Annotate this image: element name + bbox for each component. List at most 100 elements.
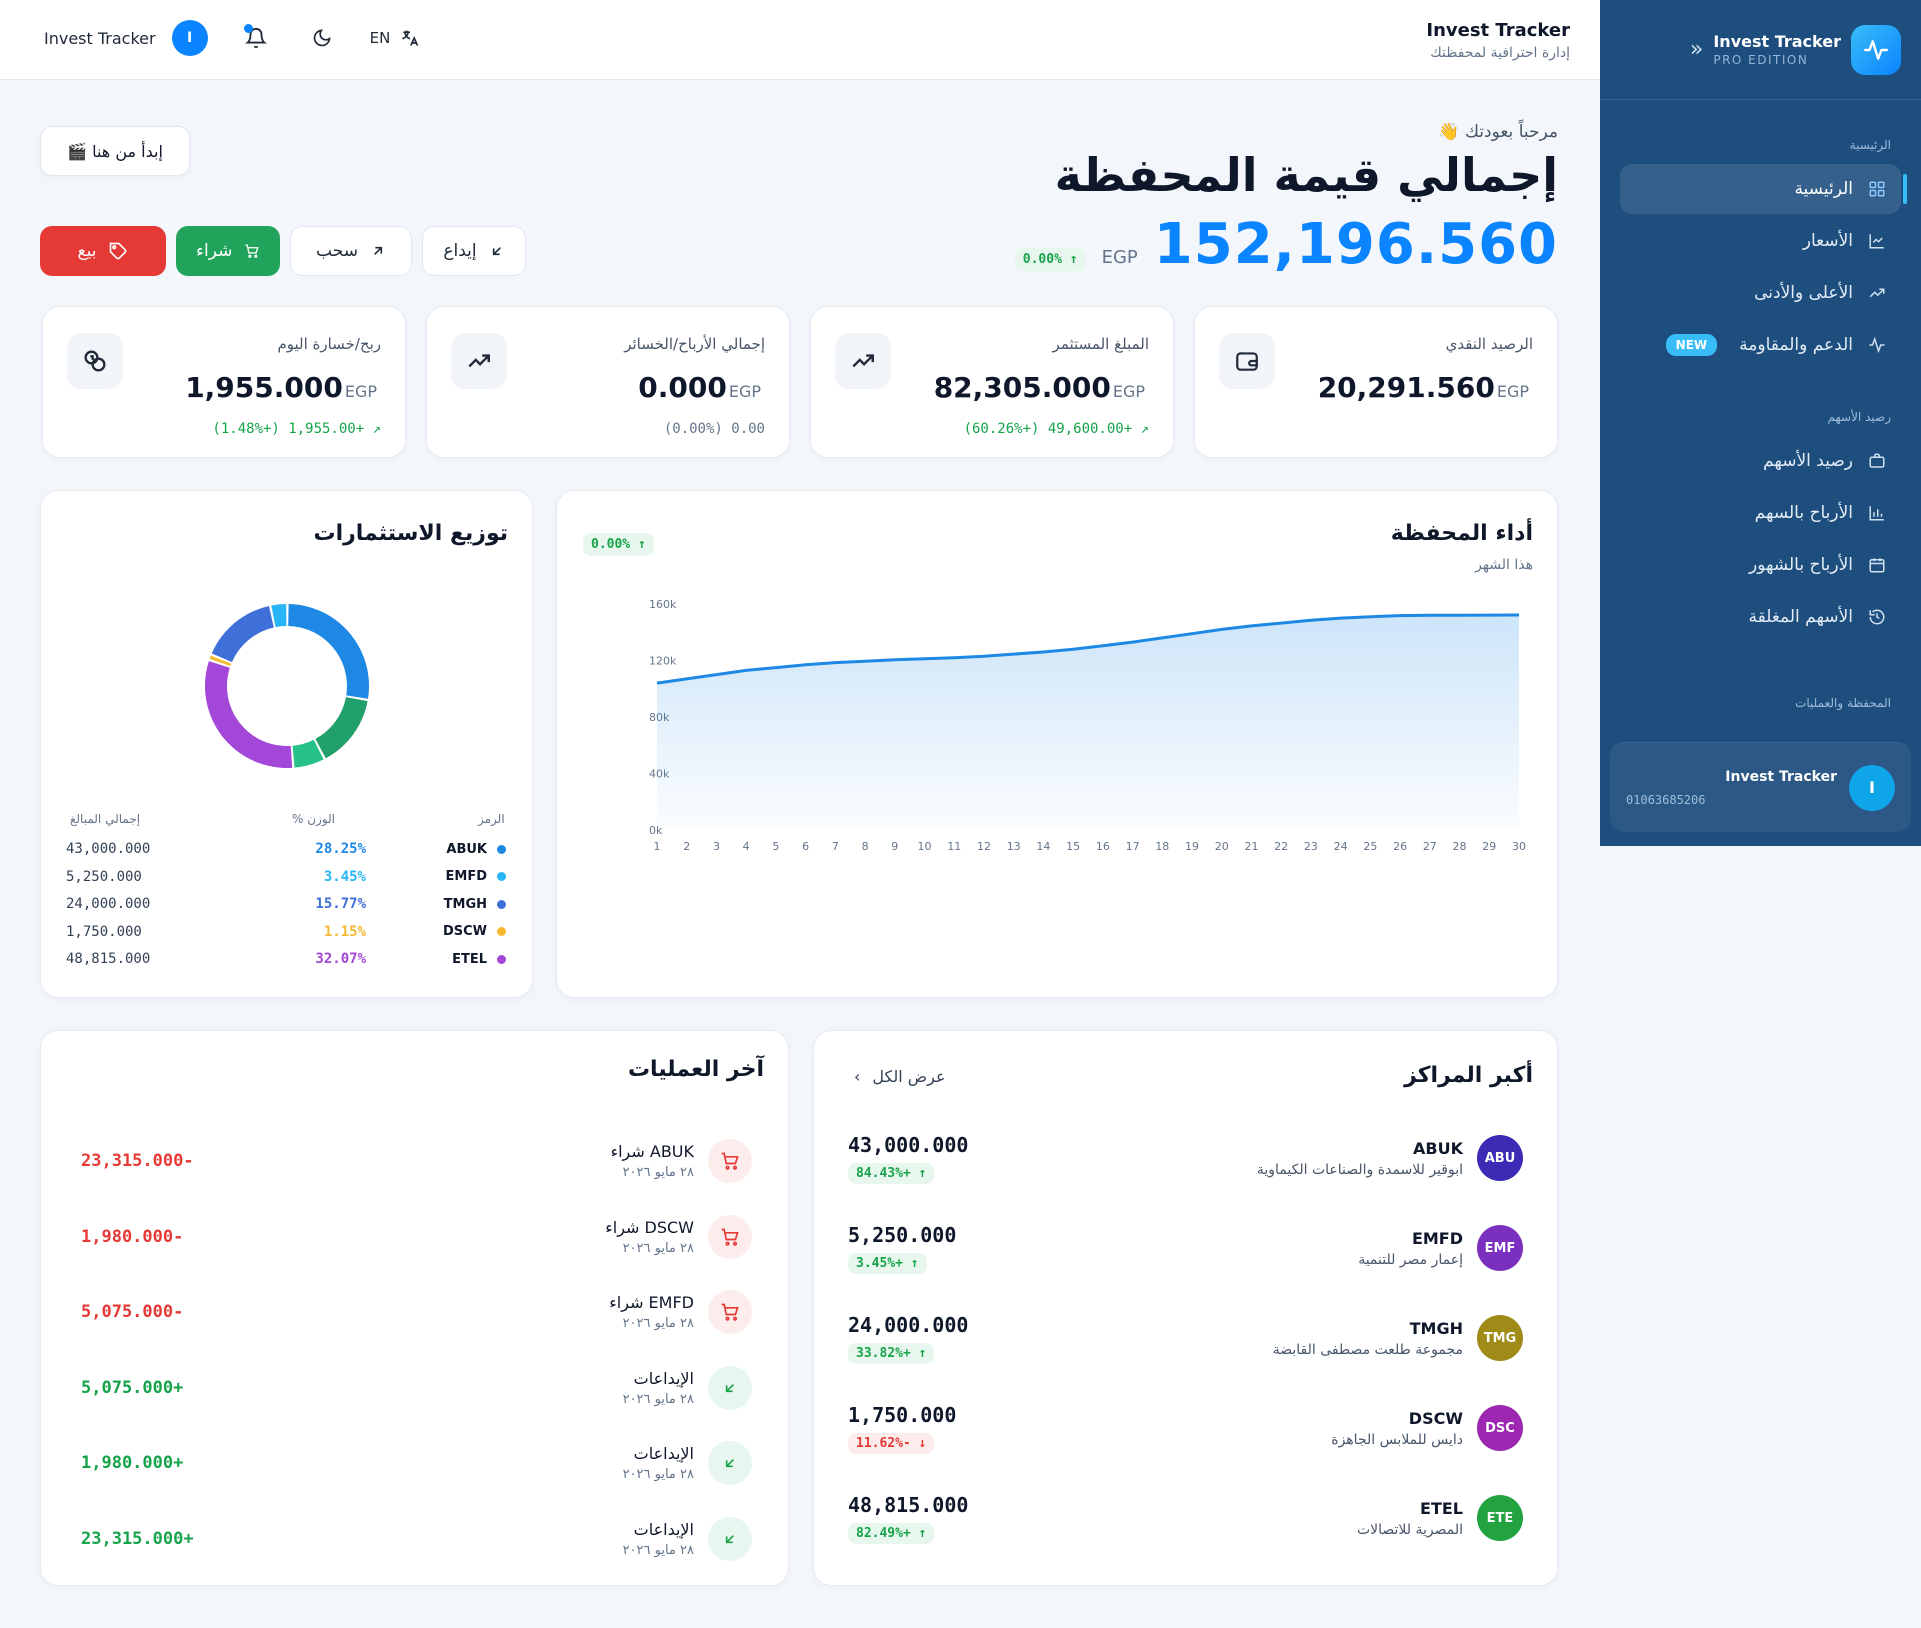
- stat-currency: EGP: [1112, 382, 1145, 401]
- notifications-button[interactable]: [238, 20, 274, 56]
- x-tick-label: 1: [654, 840, 661, 853]
- sidebar-item-closed-stocks[interactable]: الأسهم المغلقة: [1620, 592, 1901, 642]
- position-value: 48,815.000: [848, 1492, 969, 1517]
- x-tick-label: 5: [772, 840, 779, 853]
- allocation-symbol: ABUK: [446, 841, 487, 857]
- sell-button[interactable]: بيع: [40, 226, 166, 276]
- position-row[interactable]: 43,000.000 84.43%+ ↑ ABUK ابوقير للاسمدة وا…: [848, 1123, 1523, 1193]
- table-row[interactable]: 1,750.000 1.15% DSCW: [66, 919, 506, 945]
- x-tick-label: 15: [1066, 840, 1080, 853]
- x-tick-label: 19: [1185, 840, 1199, 853]
- buy-button[interactable]: شراء: [176, 226, 280, 276]
- table-row[interactable]: 48,815.000 32.07% ETEL: [66, 946, 506, 972]
- arrow-down-left-icon: [708, 1365, 752, 1410]
- arrow-down-left-icon: [708, 1516, 752, 1561]
- deposit-button[interactable]: إيداع: [422, 226, 526, 276]
- collapse-sidebar-icon[interactable]: «: [1689, 37, 1704, 62]
- transaction-row[interactable]: 23,315.000- شراء ABUK ٢٨ مايو ٢٠٢٦: [81, 1131, 752, 1191]
- position-symbol: ABUK: [1413, 1138, 1463, 1158]
- stat-number: 82,305.000: [933, 371, 1111, 404]
- position-avatar: ETE: [1477, 1495, 1523, 1541]
- stat-change: (1.48%+) 1,955.00+ ↗: [212, 421, 381, 437]
- language-switch[interactable]: EN: [370, 28, 421, 48]
- arrow-up-right-icon: [374, 246, 383, 255]
- buy-label: شراء: [196, 241, 233, 261]
- sidebar-section-stocks: رصيد الأسهم: [1827, 410, 1891, 424]
- sidebar-item-support-resistance[interactable]: الدعم والمقاومة NEW: [1620, 320, 1901, 370]
- transaction-row[interactable]: 5,075.000- شراء EMFD ٢٨ مايو ٢٠٢٦: [81, 1282, 752, 1342]
- page-title: إجمالي قيمة المحفظة: [1054, 148, 1558, 202]
- sidebar: Invest Tracker PRO EDITION « الرئيسية ال…: [1600, 0, 1921, 846]
- stat-label: إجمالي الأرباح/الخسائر: [624, 335, 765, 353]
- allocation-symbol: DSCW: [442, 924, 487, 939]
- sidebar-item-stock-balance[interactable]: رصيد الأسهم: [1620, 436, 1901, 486]
- table-row[interactable]: 5,250.000 3.45% EMFD: [66, 864, 506, 890]
- sidebar-item-high-low[interactable]: الأعلى والأدنى: [1620, 268, 1901, 318]
- transaction-row[interactable]: 1,980.000+ الإيداعات ٢٨ مايو ٢٠٢٦: [81, 1433, 752, 1493]
- donut-slice-dscw[interactable]: [209, 655, 232, 667]
- x-tick-label: 13: [1007, 840, 1021, 853]
- sidebar-item-profit-by-stock[interactable]: الأرباح بالسهم: [1620, 488, 1901, 538]
- position-row[interactable]: 1,750.000 11.62%- ↓ DSCW دايس للملابس الجاه…: [848, 1393, 1523, 1463]
- donut-slice-abuk[interactable]: [288, 604, 369, 699]
- stat-currency: EGP: [728, 382, 761, 401]
- sidebar-item-prices[interactable]: الأسعار: [1620, 216, 1901, 266]
- transaction-row[interactable]: 1,980.000- شراء DSCW ٢٨ مايو ٢٠٢٦: [81, 1207, 752, 1267]
- allocation-amount: 24,000.000: [66, 896, 151, 912]
- theme-toggle-button[interactable]: [304, 20, 340, 56]
- x-tick-label: 22: [1274, 840, 1288, 853]
- position-row[interactable]: 24,000.000 33.82%+ ↑ TMGH مجموعة طلعت مصطفى…: [848, 1303, 1523, 1373]
- sidebar-item-label: رصيد الأسهم: [1763, 451, 1853, 471]
- donut-slice-emfd[interactable]: [271, 604, 287, 628]
- stat-value: 0.000 EGP: [638, 371, 761, 404]
- transaction-date: ٢٨ مايو ٢٠٢٦: [622, 1165, 694, 1180]
- position-change: 84.43%+ ↑: [848, 1162, 935, 1184]
- x-tick-label: 30: [1512, 840, 1526, 853]
- table-row[interactable]: 43,000.000 28.25% ABUK: [66, 836, 506, 862]
- donut-slice-teal[interactable]: [292, 739, 324, 768]
- position-row[interactable]: 48,815.000 82.49%+ ↑ ETEL المصرية للاتصالات…: [848, 1483, 1523, 1553]
- transaction-row[interactable]: 23,315.000+ الإيداعات ٢٨ مايو ٢٠٢٦: [81, 1509, 752, 1569]
- x-tick-label: 3: [713, 840, 720, 853]
- position-change: 11.62%- ↓: [848, 1432, 935, 1454]
- briefcase-icon: [1867, 451, 1887, 471]
- donut-slice-green[interactable]: [315, 697, 368, 759]
- legend-dot: [497, 954, 506, 964]
- position-avatar: ABU: [1477, 1135, 1523, 1181]
- user-menu[interactable]: Invest Tracker I: [44, 20, 208, 56]
- position-values: 1,750.000 11.62%- ↓: [848, 1403, 1331, 1454]
- x-tick-label: 27: [1423, 840, 1437, 853]
- position-row[interactable]: 5,250.000 3.45%+ ↑ EMFD إعمار مصر للتنمية EM…: [848, 1213, 1523, 1283]
- performance-card: أداء المحفظة هذا الشهر 0.00% ↑ 160k 120k 8…: [556, 490, 1558, 998]
- x-tick-label: 21: [1244, 840, 1258, 853]
- y-tick-label: 120k: [649, 655, 677, 668]
- transaction-info: الإيداعات ٢٨ مايو ٢٠٢٦: [623, 1369, 694, 1407]
- position-company: دايس للملابس الجاهزة: [1331, 1431, 1463, 1448]
- table-row[interactable]: 24,000.000 15.77% TMGH: [66, 891, 506, 917]
- donut-slice-etel[interactable]: [204, 661, 293, 768]
- sidebar-item-profit-by-month[interactable]: الأرباح بالشهور: [1620, 540, 1901, 590]
- stat-number: 0.000: [638, 371, 727, 404]
- allocation-title: توزيع الاستثمارات: [313, 521, 508, 546]
- allocation-amount: 48,815.000: [66, 951, 151, 967]
- brand-block[interactable]: Invest Tracker PRO EDITION: [1703, 24, 1901, 75]
- stat-label: ربح/خسارة اليوم: [277, 335, 381, 353]
- sidebar-user-card[interactable]: I Invest Tracker 01063685206: [1610, 742, 1911, 832]
- start-here-button[interactable]: إبدأ من هنا 🎬: [40, 126, 190, 176]
- transaction-date: ٢٨ مايو ٢٠٢٦: [622, 1240, 694, 1256]
- view-all-link[interactable]: ‹ عرض الكل: [854, 1067, 945, 1086]
- avatar: I: [171, 20, 208, 56]
- topbar-controls: Invest Tracker I EN: [44, 20, 420, 56]
- transaction-name: شراء EMFD: [609, 1293, 694, 1312]
- x-tick-label: 8: [862, 840, 869, 853]
- x-tick-label: 2: [683, 840, 690, 853]
- x-tick-label: 18: [1155, 840, 1169, 853]
- allocation-amount: 1,750.000: [66, 923, 142, 940]
- wallet-icon: [1219, 333, 1275, 389]
- donut-slice-tmgh[interactable]: [211, 606, 274, 663]
- sidebar-item-home[interactable]: الرئيسية: [1620, 164, 1907, 214]
- legend-dot: [497, 872, 506, 881]
- withdraw-button[interactable]: سحب: [290, 226, 412, 276]
- position-value: 1,750.000: [848, 1402, 957, 1427]
- transaction-row[interactable]: 5,075.000+ الإيداعات ٢٨ مايو ٢٠٢٦: [81, 1358, 752, 1418]
